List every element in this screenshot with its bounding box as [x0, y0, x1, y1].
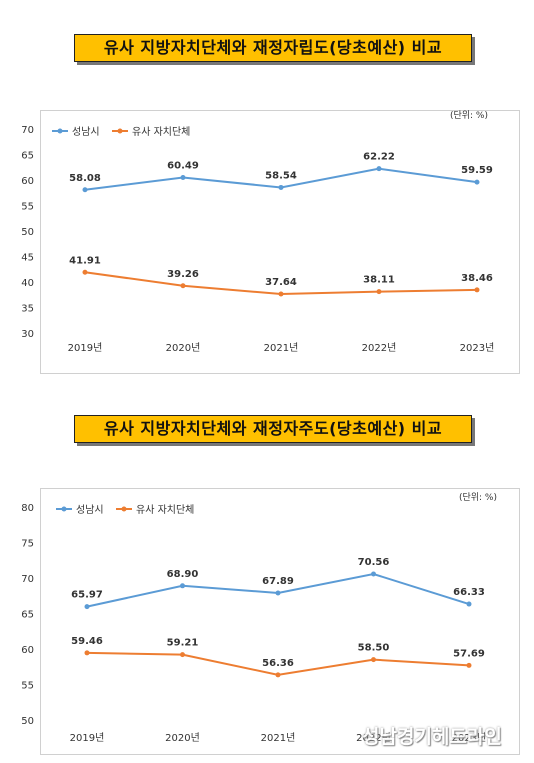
- chart-2-x-tick-label: 2022년: [356, 732, 391, 744]
- chart-2-data-label: 56.36: [262, 658, 294, 669]
- chart-1-data-point: [376, 166, 382, 172]
- chart-1-x-tick-label: 2020년: [166, 342, 201, 354]
- chart-2-data-point: [84, 604, 90, 610]
- chart-2-title: 유사 지방자치단체와 재정자주도(당초예산) 비교: [74, 415, 472, 443]
- chart-2-y-tick-label: 55: [21, 681, 34, 692]
- chart-1-data-point: [278, 291, 284, 297]
- chart-1-frame: [40, 110, 520, 374]
- chart-1-legend-label: 유사 자치단체: [132, 126, 190, 138]
- chart-1-data-label: 38.46: [461, 273, 493, 284]
- chart-1-legend-label: 성남시: [72, 126, 100, 138]
- chart-1-y-tick-label: 60: [21, 176, 34, 187]
- chart-1-y-tick-label: 45: [21, 253, 34, 264]
- chart-2-legend-label: 유사 자치단체: [136, 504, 194, 516]
- chart-1-data-label: 58.54: [265, 170, 297, 181]
- chart-1-data-point: [82, 187, 88, 193]
- chart-2-y-tick-label: 80: [21, 503, 34, 514]
- chart-1-data-point: [180, 175, 186, 181]
- chart-2-data-point: [275, 590, 281, 596]
- chart-2-data-point: [466, 662, 472, 668]
- chart-1-y-tick-label: 65: [21, 151, 34, 162]
- watermark-logo: 성남경기헤드라인: [362, 726, 502, 748]
- chart-2-data-label: 59.21: [167, 638, 199, 649]
- chart-2-y-tick-label: 65: [21, 610, 34, 621]
- chart-2-data-label: 57.69: [453, 648, 485, 659]
- chart-1-data-label: 38.11: [363, 275, 395, 286]
- chart-2-data-label: 66.33: [453, 587, 485, 598]
- chart-2-y-tick-label: 60: [21, 645, 34, 656]
- chart-2-y-tick-label: 75: [21, 539, 34, 550]
- chart-2-y-tick-label: 50: [21, 716, 34, 727]
- chart-1-data-label: 37.64: [265, 277, 297, 288]
- chart-2-data-label: 67.89: [262, 576, 294, 587]
- chart-2-x-tick-label: 2020년: [165, 732, 200, 744]
- chart-1-data-label: 60.49: [167, 161, 199, 172]
- chart-1-data-point: [180, 283, 186, 289]
- chart-2-legend-marker: [61, 506, 67, 512]
- chart-2-data-point: [466, 601, 472, 607]
- chart-1-y-tick-label: 40: [21, 278, 34, 289]
- chart-2-data-point: [371, 571, 376, 577]
- chart-2-frame: [40, 488, 520, 755]
- chart-2-unit-label: (단위: %): [459, 492, 497, 503]
- chart-2-legend-label: 성남시: [76, 504, 104, 516]
- chart-2-data-label: 68.90: [167, 569, 199, 580]
- chart-1-data-point: [278, 184, 284, 190]
- chart-1-y-tick-label: 35: [21, 304, 34, 315]
- chart-2-x-tick-label: 2019년: [70, 732, 105, 744]
- chart-2-data-point: [275, 672, 281, 678]
- chart-2-x-tick-label: 2023년: [452, 732, 487, 744]
- chart-1-data-label: 58.08: [69, 173, 101, 184]
- chart-2-data-point: [180, 652, 185, 658]
- chart-1-data-label: 59.59: [461, 165, 493, 176]
- chart-1-data-point: [82, 269, 88, 275]
- chart-2-data-label: 70.56: [358, 557, 390, 568]
- chart-1-x-tick-label: 2019년: [68, 342, 103, 354]
- chart-2-y-tick-label: 70: [21, 574, 34, 585]
- chart-2-data-label: 59.46: [71, 636, 103, 647]
- chart-1-data-label: 62.22: [363, 152, 395, 163]
- chart-1-y-tick-label: 55: [21, 202, 34, 213]
- chart-2-legend-marker: [121, 506, 127, 512]
- chart-1-unit-label: (단위: %): [450, 110, 488, 121]
- chart-1-data-point: [474, 179, 480, 185]
- chart-1-data-point: [474, 287, 480, 293]
- chart-1-x-tick-label: 2021년: [264, 342, 299, 354]
- chart-2-x-tick-label: 2021년: [261, 732, 296, 744]
- chart-1-x-tick-label: 2023년: [460, 342, 495, 354]
- chart-1-data-label: 41.91: [69, 255, 101, 266]
- chart-1-legend-marker: [57, 128, 63, 134]
- chart-1-data-label: 39.26: [167, 269, 199, 280]
- chart-2-data-point: [84, 650, 90, 656]
- chart-1-y-tick-label: 70: [21, 125, 34, 136]
- chart-1-x-tick-label: 2022년: [362, 342, 397, 354]
- chart-2-data-label: 58.50: [358, 643, 390, 654]
- chart-2-data-point: [180, 583, 185, 589]
- chart-1-y-tick-label: 30: [21, 329, 34, 340]
- chart-1-y-tick-label: 50: [21, 227, 34, 238]
- chart-2-data-point: [371, 657, 376, 663]
- chart-1-data-point: [376, 289, 382, 295]
- chart-1-legend-marker: [117, 128, 123, 134]
- chart-1-title: 유사 지방자치단체와 재정자립도(당초예산) 비교: [74, 34, 472, 62]
- chart-2-data-label: 65.97: [71, 590, 103, 601]
